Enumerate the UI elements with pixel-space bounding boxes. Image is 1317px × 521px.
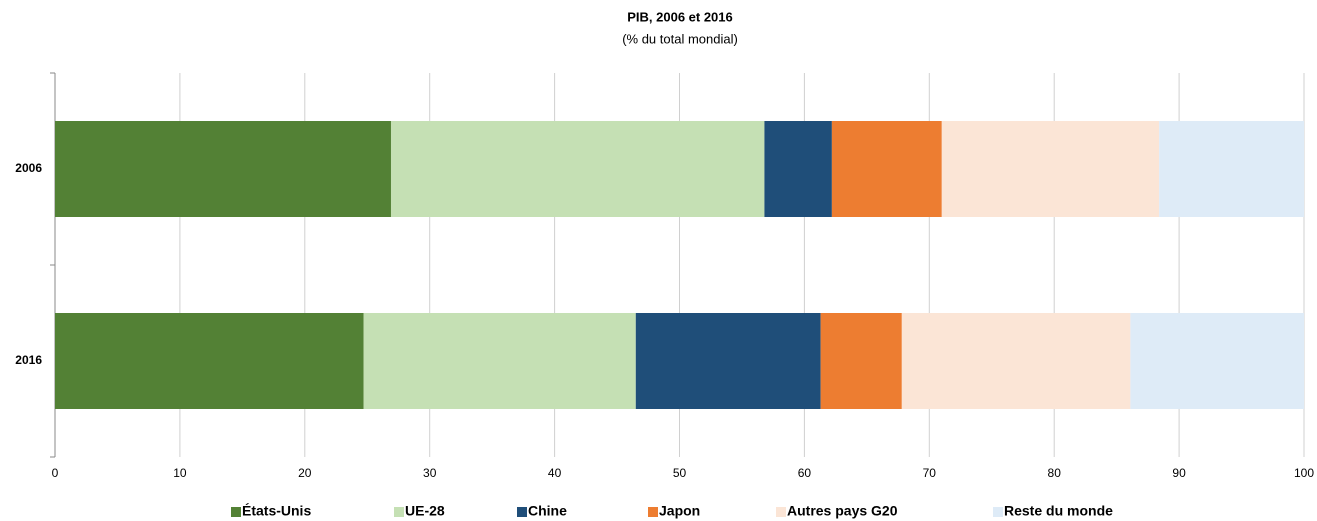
x-tick-label: 0 xyxy=(52,466,59,480)
x-tick-label: 10 xyxy=(173,466,187,480)
x-tick-label: 100 xyxy=(1294,466,1314,480)
bar-segment xyxy=(1130,313,1304,409)
bar-segment xyxy=(390,121,765,217)
legend-label: Reste du monde xyxy=(1004,503,1113,519)
legend-label: Autres pays G20 xyxy=(787,503,898,519)
chart-title: PIB, 2006 et 2016 xyxy=(627,9,733,24)
legend-swatch xyxy=(517,507,527,517)
legend-swatch xyxy=(394,507,404,517)
bar-segment xyxy=(764,121,832,217)
legend-label: Chine xyxy=(528,503,567,519)
legend-label: États-Unis xyxy=(242,503,311,519)
bar-segment xyxy=(941,121,1160,217)
bar-segment xyxy=(55,313,364,409)
legend-swatch xyxy=(231,507,241,517)
bar-segment xyxy=(635,313,821,409)
chart-subtitle: (% du total mondial) xyxy=(622,31,738,46)
legend-swatch xyxy=(648,507,658,517)
legend-label: UE-28 xyxy=(405,503,445,519)
x-tick-label: 50 xyxy=(673,466,687,480)
legend-label: Japon xyxy=(659,503,700,519)
legend-swatch xyxy=(776,507,786,517)
x-tick-label: 70 xyxy=(923,466,937,480)
bar-segment xyxy=(820,313,902,409)
legend-swatch xyxy=(993,507,1003,517)
x-tick-label: 30 xyxy=(423,466,437,480)
y-tick-label: 2016 xyxy=(15,353,42,367)
bar-segment xyxy=(363,313,636,409)
x-tick-label: 80 xyxy=(1048,466,1062,480)
x-tick-label: 90 xyxy=(1172,466,1186,480)
x-tick-label: 20 xyxy=(298,466,312,480)
y-tick-label: 2006 xyxy=(15,161,42,175)
x-tick-label: 40 xyxy=(548,466,562,480)
x-tick-label: 60 xyxy=(798,466,812,480)
bar-segment xyxy=(831,121,942,217)
bar-segment xyxy=(901,313,1131,409)
bar-segment xyxy=(55,121,391,217)
bar-segment xyxy=(1159,121,1304,217)
